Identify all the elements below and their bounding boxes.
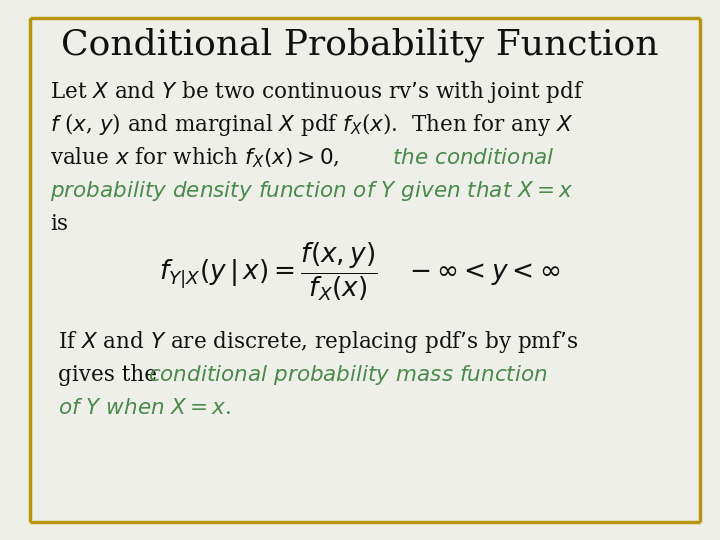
Text: $\mathit{of\ Y\ when\ X = x}$.: $\mathit{of\ Y\ when\ X = x}$. [58, 397, 231, 419]
Text: gives the: gives the [58, 364, 164, 386]
Text: value $\mathit{x}$ for which $f_X(x) > 0$,: value $\mathit{x}$ for which $f_X(x) > 0… [50, 146, 341, 170]
Text: is: is [50, 213, 68, 235]
Text: If $\mathit{X}$ and $\mathit{Y}$ are discrete, replacing pdf’s by pmf’s: If $\mathit{X}$ and $\mathit{Y}$ are dis… [58, 329, 578, 355]
Text: $\mathit{probability\ density\ function\ of\ Y\ given\ that\ X = x}$: $\mathit{probability\ density\ function\… [50, 179, 574, 203]
Text: $\mathit{f}$ ($\mathit{x}$, $\mathit{y}$) and marginal $\mathit{X}$ pdf $f_X$($x: $\mathit{f}$ ($\mathit{x}$, $\mathit{y}$… [50, 111, 574, 138]
Text: Conditional Probability Function: Conditional Probability Function [61, 28, 659, 62]
Text: Let $\mathit{X}$ and $\mathit{Y}$ be two continuous rv’s with joint pdf: Let $\mathit{X}$ and $\mathit{Y}$ be two… [50, 79, 585, 105]
Text: $\mathit{the\ conditional}$: $\mathit{the\ conditional}$ [392, 147, 554, 169]
Text: $\mathit{conditional\ probability\ mass\ function}$: $\mathit{conditional\ probability\ mass\… [148, 363, 548, 387]
Text: $f_{Y|X}(y\,|\,x) = \dfrac{f(x,y)}{f_X(x)} \quad -\infty < y < \infty$: $f_{Y|X}(y\,|\,x) = \dfrac{f(x,y)}{f_X(x… [159, 241, 561, 303]
